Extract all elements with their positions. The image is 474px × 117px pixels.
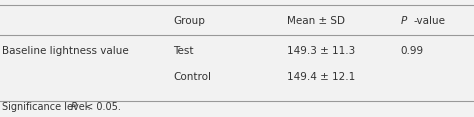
Text: Control: Control (173, 72, 211, 82)
Text: Baseline lightness value: Baseline lightness value (2, 46, 129, 56)
Text: Mean ± SD: Mean ± SD (287, 16, 345, 26)
Text: 149.4 ± 12.1: 149.4 ± 12.1 (287, 72, 355, 82)
Text: < 0.05.: < 0.05. (82, 102, 120, 112)
Text: Group: Group (173, 16, 205, 26)
Text: P: P (401, 16, 407, 26)
Text: Significance level:: Significance level: (2, 102, 94, 112)
Text: P: P (71, 102, 77, 112)
Text: Test: Test (173, 46, 193, 56)
Text: 149.3 ± 11.3: 149.3 ± 11.3 (287, 46, 355, 56)
Text: -value: -value (414, 16, 446, 26)
Text: 0.99: 0.99 (401, 46, 424, 56)
